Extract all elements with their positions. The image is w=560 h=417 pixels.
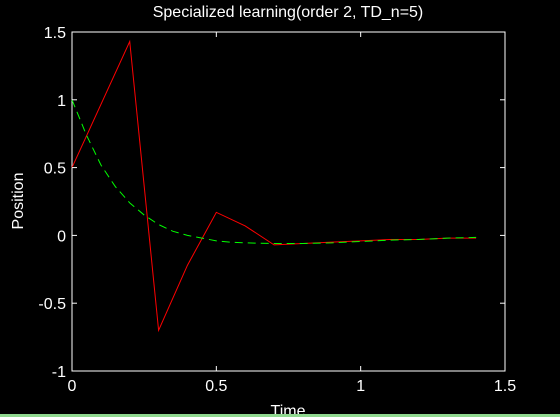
- y-tick-label: -1: [52, 364, 66, 381]
- y-axis-label: Position: [10, 173, 27, 230]
- series-line-0: [71, 39, 477, 333]
- x-tick-label: 0: [68, 378, 77, 395]
- x-tick-label: 1: [356, 378, 365, 395]
- series-layer: [71, 39, 477, 333]
- y-axis-ticks: -1 -0.5 0 0.5 1 1.5: [38, 25, 505, 381]
- plot-area: [71, 31, 506, 372]
- y-tick-label: 0.5: [44, 161, 66, 178]
- x-tick-label: 1.5: [494, 378, 516, 395]
- window-bottom-edge: [0, 414, 560, 417]
- y-tick-label: 0: [57, 228, 66, 245]
- y-tick-label: 1.5: [44, 25, 66, 42]
- y-tick-label: 1: [57, 93, 66, 110]
- x-axis-ticks: 0 0.5 1 1.5: [68, 32, 516, 395]
- chart-title: Specialized learning(order 2, TD_n=5): [153, 4, 424, 21]
- x-tick-label: 0.5: [205, 378, 227, 395]
- series-line-1: [71, 99, 477, 245]
- y-tick-label: -0.5: [38, 296, 66, 313]
- x-axis-label: Time: [271, 403, 306, 417]
